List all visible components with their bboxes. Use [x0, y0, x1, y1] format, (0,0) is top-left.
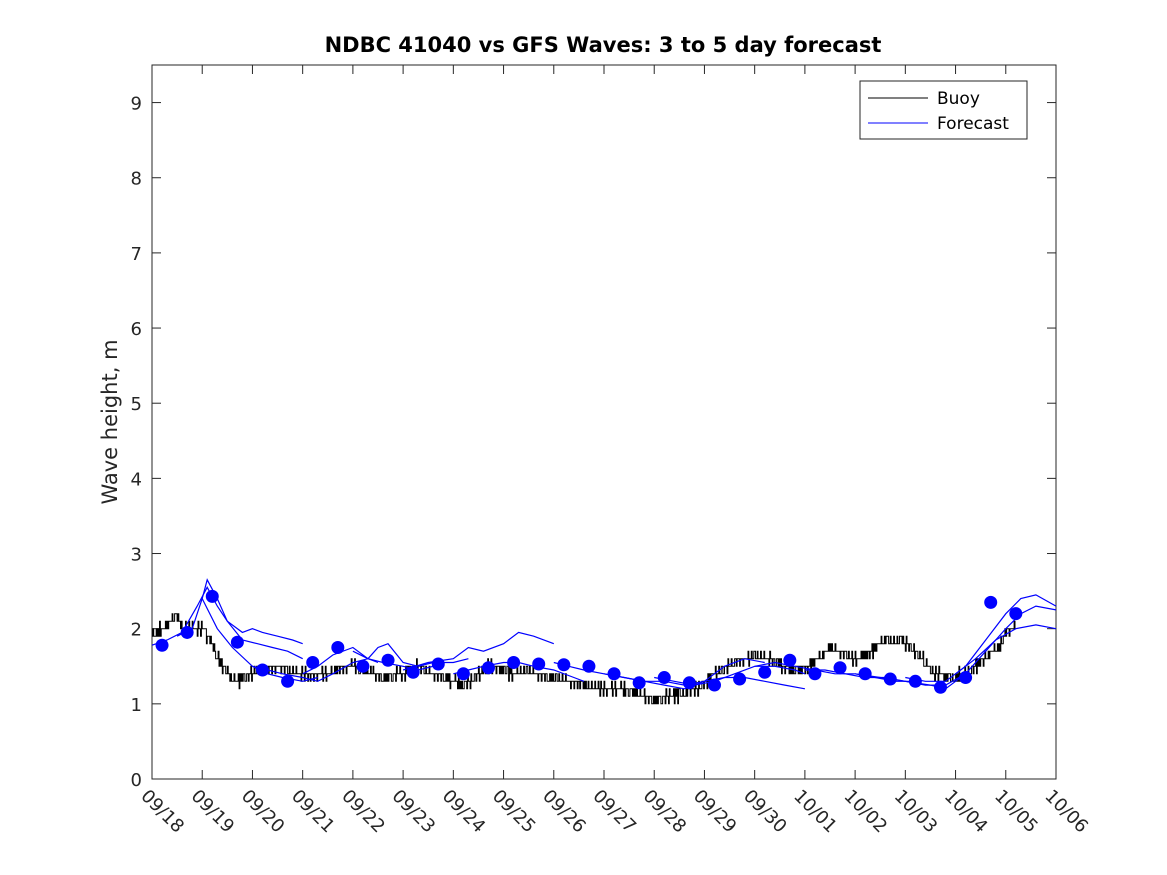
forecast-point [532, 657, 546, 671]
forecast-run-line [176, 578, 303, 660]
forecast-point [858, 667, 872, 681]
forecast-point [255, 663, 269, 677]
forecast-point [431, 657, 445, 671]
y-tick-label: 2 [131, 620, 142, 641]
forecast-point [582, 659, 596, 673]
forecast-point [180, 625, 194, 639]
y-tick-label: 6 [131, 319, 142, 340]
forecast-point [933, 680, 947, 694]
forecast-point [381, 653, 395, 667]
forecast-point [833, 661, 847, 675]
forecast-run-line [654, 665, 806, 686]
y-tick-label: 1 [131, 695, 142, 716]
y-tick-label: 9 [131, 94, 142, 115]
forecast-point [707, 678, 721, 692]
forecast-point [758, 665, 772, 679]
forecast-point [733, 672, 747, 686]
legend-box [859, 80, 1028, 140]
legend-label-forecast: Forecast [937, 114, 1009, 134]
forecast-point [908, 674, 922, 688]
legend-label-buoy: Buoy [937, 89, 980, 109]
legend: Buoy Forecast [859, 80, 1028, 140]
forecast-run-line [352, 642, 469, 667]
forecast-point [306, 656, 320, 670]
forecast-point [883, 672, 897, 686]
y-tick-label: 5 [131, 394, 142, 415]
forecast-point [507, 656, 521, 670]
forecast-point [1009, 607, 1023, 621]
forecast-point [331, 640, 345, 654]
forecast-point [657, 671, 671, 685]
chart-title: NDBC 41040 vs GFS Waves: 3 to 5 day fore… [325, 33, 882, 57]
forecast-point [682, 676, 696, 690]
y-tick-label: 3 [131, 545, 142, 566]
forecast-point [406, 665, 420, 679]
forecast-run-line [905, 594, 1057, 682]
forecast-run-line [955, 624, 1057, 675]
forecast-point [356, 659, 370, 673]
forecast-point [481, 661, 495, 675]
forecast-point [984, 595, 998, 609]
forecast-point [155, 638, 169, 652]
forecast-point [607, 667, 621, 681]
forecast-point [281, 674, 295, 688]
forecast-point [230, 635, 244, 649]
y-tick-label: 0 [131, 770, 142, 791]
y-tick-label: 7 [131, 244, 142, 265]
forecast-point [456, 667, 470, 681]
forecast-run-line [603, 658, 765, 690]
buoy-series-line [152, 613, 1016, 705]
forecast-point [557, 658, 571, 672]
y-tick-label: 8 [131, 169, 142, 190]
forecast-point [632, 676, 646, 690]
forecast-point [205, 589, 219, 603]
forecast-point [959, 671, 973, 685]
y-axis-label: Wave height, m [98, 339, 122, 504]
forecast-point [783, 653, 797, 667]
y-tick-label: 4 [131, 469, 142, 490]
forecast-run-line [704, 676, 806, 690]
forecast-point [808, 667, 822, 681]
